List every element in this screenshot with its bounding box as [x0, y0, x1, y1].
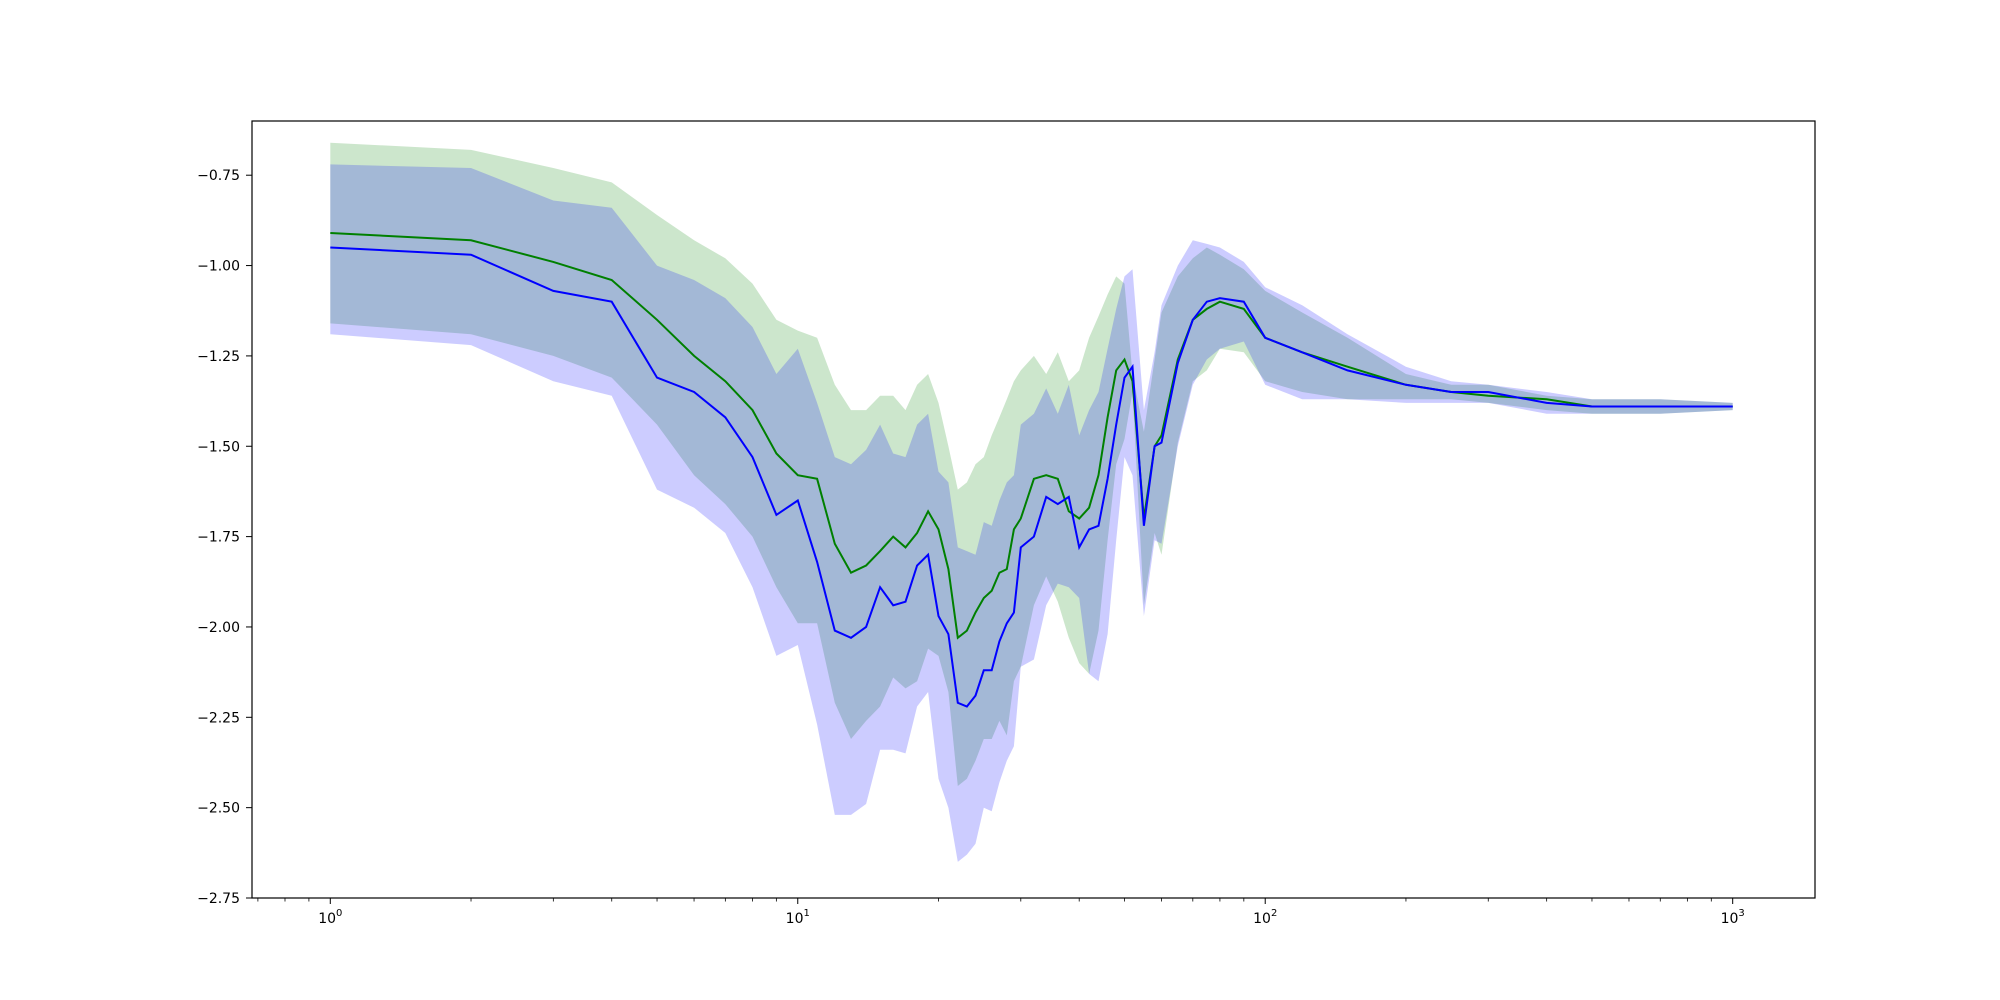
y-axis: −0.75 −1.00 −1.25 −1.50 −1.75 −2.00 −2.25 −2.50… [197, 168, 252, 907]
y-tick-label: −2.25 [197, 710, 240, 726]
series-2-line [330, 246, 1733, 708]
y-tick-label: −0.75 [197, 168, 240, 184]
y-tick-label: −2.50 [197, 801, 240, 817]
y-tick-label: −1.75 [197, 530, 240, 546]
series-2-band [330, 164, 1733, 862]
series-lines [330, 232, 1733, 708]
y-tick-label: −2.75 [197, 891, 240, 907]
y-tick-label: −1.00 [197, 259, 240, 275]
y-tick-label: −1.50 [197, 439, 240, 455]
series-1-band [330, 142, 1733, 786]
plot-frame [251, 120, 1816, 899]
y-tick-label: −1.25 [197, 349, 240, 365]
y-tick-label: −2.00 [197, 620, 240, 636]
confidence-bands [330, 142, 1733, 862]
series-1-line [330, 232, 1733, 640]
